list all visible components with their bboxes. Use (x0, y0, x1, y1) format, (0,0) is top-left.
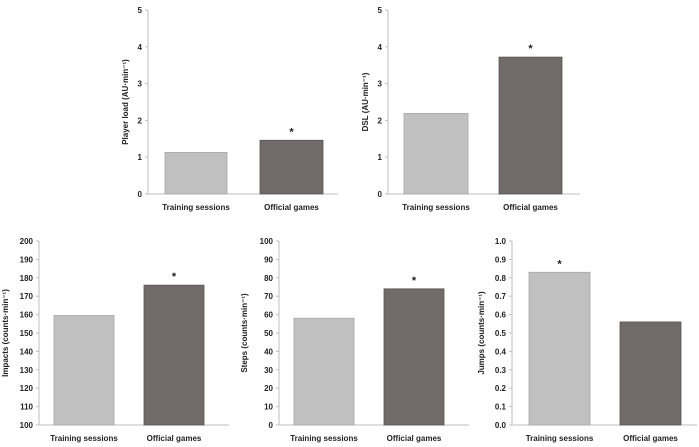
impacts-tick-label: 180 (20, 274, 34, 283)
dsl-tick-label: 5 (378, 6, 383, 15)
jumps-tick-label: 0.7 (495, 292, 507, 301)
dsl-tick-label: 0 (378, 190, 383, 199)
steps-tick-label: 60 (264, 311, 273, 320)
impacts-tick-label: 130 (20, 366, 34, 375)
player-load-bar-training (164, 152, 228, 195)
player-load-significance-marker: * (289, 126, 294, 138)
impacts-tick-label: 190 (20, 255, 34, 264)
impacts-tick-label: 110 (20, 403, 33, 412)
dsl-tick-label: 1 (378, 153, 383, 162)
dsl-tick-label: 3 (378, 80, 383, 89)
steps-tick-label: 40 (264, 347, 273, 356)
dsl-tick-label: 4 (378, 43, 383, 52)
impacts-bar-training (53, 315, 115, 426)
dsl-bar-training (403, 113, 469, 195)
jumps-tick-label: 0.8 (495, 274, 507, 283)
player-load-tick-label: 2 (138, 116, 143, 125)
steps-tick-label: 10 (264, 403, 273, 412)
jumps-significance-marker: * (557, 258, 562, 270)
player-load-category-label: Training sessions (162, 203, 230, 212)
impacts-category-label: Official games (147, 434, 202, 443)
player-load-tick-label: 0 (138, 190, 143, 199)
impacts-tick-label: 120 (20, 384, 34, 393)
player-load-tick-label: 3 (138, 80, 143, 89)
steps-tick-label: 90 (264, 255, 273, 264)
jumps-tick-label: 0.3 (495, 366, 507, 375)
steps-tick-label: 70 (264, 292, 273, 301)
steps-significance-marker: * (412, 275, 417, 287)
steps-bar-official (383, 288, 445, 426)
steps-category-label: Training sessions (290, 434, 358, 443)
steps-tick-label: 80 (264, 274, 273, 283)
impacts-significance-marker: * (172, 271, 177, 283)
impacts-tick-label: 140 (20, 347, 34, 356)
steps-category-label: Official games (387, 434, 442, 443)
player-load-y-axis-label: Player load (AU·min⁻¹) (121, 59, 130, 145)
jumps-y-axis-label: Jumps (counts·min⁻¹) (477, 291, 486, 375)
dsl-bar-official (498, 56, 563, 195)
jumps-tick-label: 0.9 (495, 255, 507, 264)
jumps-tick-label: 0.1 (495, 403, 507, 412)
steps-tick-label: 100 (260, 237, 274, 246)
jumps-category-label: Official games (623, 434, 678, 443)
jumps-tick-label: 0.5 (495, 329, 507, 338)
impacts-tick-label: 170 (20, 292, 34, 301)
impacts-category-label: Training sessions (50, 434, 118, 443)
jumps-tick-label: 0.2 (495, 384, 507, 393)
jumps-tick-label: 0.4 (495, 347, 507, 356)
impacts-tick-label: 150 (20, 329, 34, 338)
player-load-tick-label: 4 (138, 43, 143, 52)
player-load-bar-official (259, 139, 324, 195)
jumps-tick-label: 0.6 (495, 311, 507, 320)
player-load-tick-label: 1 (138, 153, 143, 162)
jumps-tick-label: 1.0 (495, 237, 507, 246)
steps-y-axis-label: Steps (counts·min⁻¹) (240, 293, 249, 373)
impacts-tick-label: 100 (20, 421, 34, 430)
steps-bar-training (293, 317, 355, 426)
dsl-category-label: Official games (503, 203, 558, 212)
steps-tick-label: 0 (269, 421, 274, 430)
dsl-y-axis-label: DSL (AU·min⁻¹) (361, 72, 370, 131)
steps-tick-label: 50 (264, 329, 273, 338)
impacts-y-axis-label: Impacts (counts·min⁻¹) (1, 289, 10, 377)
player-load-tick-label: 5 (138, 6, 143, 15)
player-load-category-label: Official games (264, 203, 319, 212)
impacts-tick-label: 160 (20, 311, 34, 320)
steps-tick-label: 20 (264, 384, 273, 393)
impacts-bar-official (143, 284, 205, 426)
steps-tick-label: 30 (264, 366, 273, 375)
dsl-tick-label: 2 (378, 116, 383, 125)
dsl-significance-marker: * (528, 43, 533, 55)
jumps-tick-label: 0.0 (495, 421, 507, 430)
impacts-tick-label: 200 (20, 237, 34, 246)
jumps-bar-training (528, 271, 591, 426)
dsl-category-label: Training sessions (402, 203, 470, 212)
jumps-bar-official (619, 321, 682, 426)
jumps-category-label: Training sessions (526, 434, 594, 443)
